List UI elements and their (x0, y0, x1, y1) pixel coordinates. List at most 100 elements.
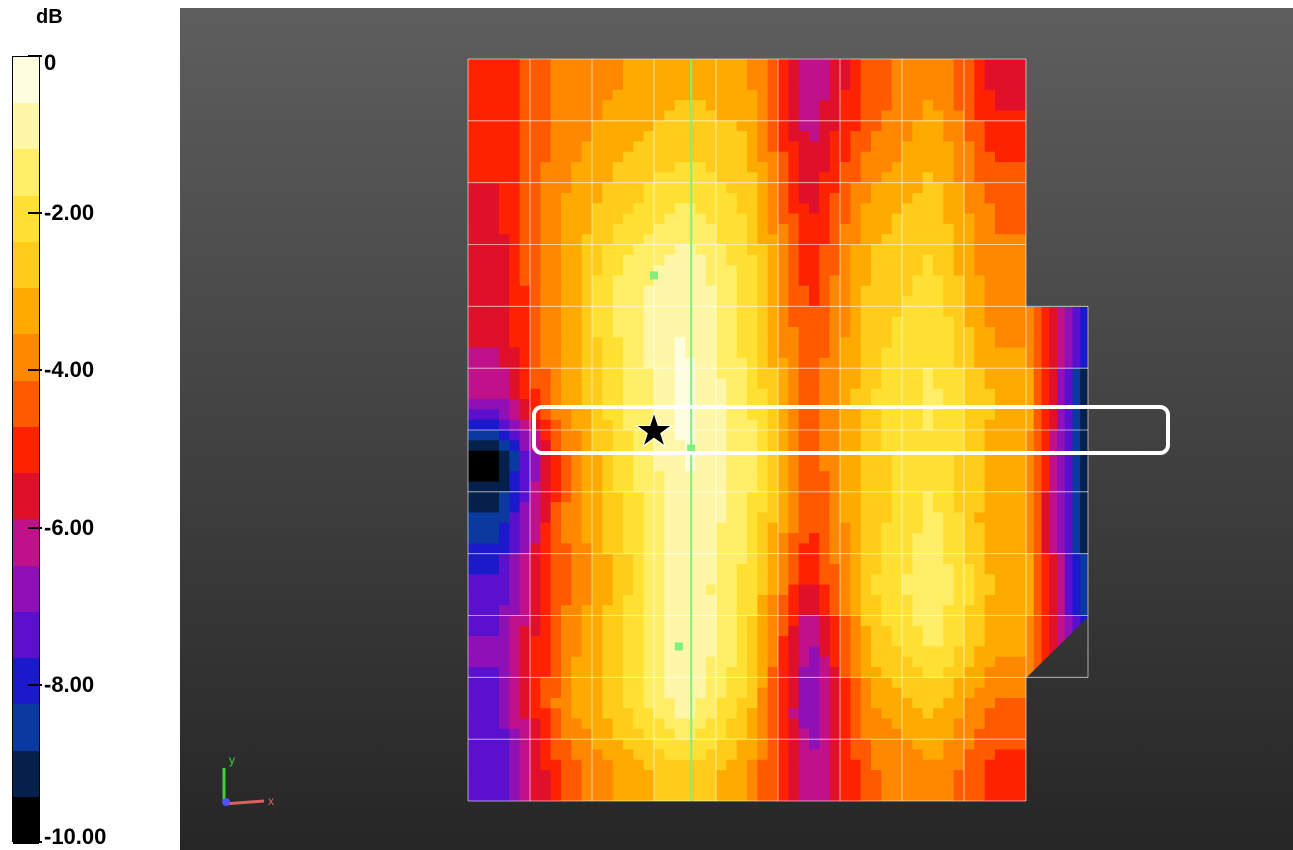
heatmap-cell (891, 285, 903, 297)
heatmap-cell (736, 409, 748, 421)
heatmap-cell (819, 100, 831, 112)
heatmap-cell (860, 368, 872, 380)
heatmap-cell (881, 285, 893, 297)
heatmap-cell (1015, 306, 1026, 318)
heatmap-cell (550, 615, 562, 627)
heatmap-cell (726, 244, 738, 256)
heatmap-cell (623, 388, 634, 400)
heatmap-cell (953, 244, 965, 256)
heatmap-cell (643, 59, 655, 70)
heatmap-cell (953, 192, 965, 204)
heatmap-cell (612, 636, 624, 648)
heatmap-cell (798, 584, 810, 596)
heatmap-cell (778, 708, 789, 720)
heatmap-cell (819, 667, 831, 678)
heatmap-cell (674, 687, 686, 699)
heatmap-cell (943, 460, 955, 472)
heatmap-cell (664, 522, 676, 534)
heatmap-cell (850, 172, 862, 184)
heatmap-cell (860, 326, 872, 338)
heatmap-cell (509, 502, 521, 514)
heatmap-cell (643, 347, 655, 359)
heatmap-cell (871, 718, 882, 730)
heatmap-cell (881, 326, 893, 338)
heatmap-cell (716, 337, 727, 349)
heatmap-cell (499, 739, 510, 751)
heatmap-cell (860, 625, 872, 637)
heatmap-cell (953, 399, 965, 410)
heatmap-cell (819, 110, 831, 122)
heatmap-cell (623, 584, 634, 596)
heatmap-cell (964, 739, 975, 751)
heatmap-cell (488, 172, 500, 184)
heatmap-cell (943, 563, 955, 575)
heatmap-cell (953, 316, 965, 328)
heatmap-cell (633, 234, 645, 246)
heatmap-cell (468, 728, 479, 740)
heatmap-cell (468, 265, 479, 277)
heatmap-cell (1033, 337, 1043, 349)
heatmap-cell (912, 574, 924, 586)
heatmap-cell (716, 192, 727, 204)
heatmap-cell (1005, 234, 1017, 246)
heatmap-cell (871, 739, 882, 751)
heatmap-cell (571, 615, 583, 627)
heatmap-cell (499, 512, 510, 524)
heatmap-cell (953, 790, 965, 801)
heatmap-cell (891, 234, 903, 246)
colorbar-level (13, 380, 39, 428)
heatmap-cell (581, 244, 593, 256)
heatmap-cell (488, 584, 500, 596)
heatmap-cell (840, 368, 851, 380)
heatmap-cell (974, 543, 986, 555)
heatmap-cell (757, 636, 769, 648)
heatmap-cell (468, 718, 479, 730)
heatmap-cell (550, 563, 562, 575)
heatmap-cell (1049, 502, 1058, 514)
heatmap-cell (891, 203, 903, 215)
heatmap-cell (922, 450, 934, 462)
heatmap-cell (623, 563, 634, 575)
heatmap-cell (592, 89, 603, 101)
heatmap-cell (964, 89, 975, 101)
heatmap-cell (509, 790, 521, 801)
heatmap-cell (881, 728, 893, 740)
heatmap-cell (829, 502, 841, 514)
heatmap-cell (1041, 574, 1050, 586)
heatmap-cell (767, 399, 779, 410)
heatmap-cell (1064, 502, 1074, 514)
heatmap-cell (592, 574, 603, 586)
heatmap-cell (767, 471, 779, 483)
heatmap-cell (592, 378, 603, 390)
heatmap-cell (643, 708, 655, 720)
heatmap-cell (612, 584, 624, 596)
heatmap-cell (540, 368, 552, 380)
heatmap-cell (871, 481, 882, 493)
heatmap-cell (974, 213, 986, 225)
heatmap-cell (602, 450, 614, 462)
heatmap-cell (757, 182, 769, 194)
heatmap-cell (974, 656, 986, 668)
heatmap-cell (809, 59, 820, 70)
heatmap-cell (488, 306, 500, 318)
heatmap-cell (964, 584, 975, 596)
heatmap-cell (623, 59, 634, 70)
heatmap-cell (1005, 656, 1017, 668)
heatmap-cell (571, 192, 583, 204)
heatmap-cell (778, 718, 789, 730)
heatmap-cell (499, 533, 510, 544)
heatmap-cell (809, 316, 820, 328)
heatmap-cell (550, 460, 562, 472)
heatmap-cell (788, 265, 800, 277)
heatmap-cell (478, 780, 490, 792)
heatmap-cell (974, 728, 986, 740)
heatmap-cell (519, 605, 531, 617)
heatmap-cell (530, 646, 541, 658)
heatmap-cell (1005, 728, 1017, 740)
heatmap-cell (974, 110, 986, 122)
heatmap-cell (1080, 419, 1088, 431)
heatmap-cell (726, 100, 738, 112)
heatmap-cell (767, 306, 779, 318)
heatmap-cell (860, 244, 872, 256)
heatmap-cell (716, 553, 727, 565)
